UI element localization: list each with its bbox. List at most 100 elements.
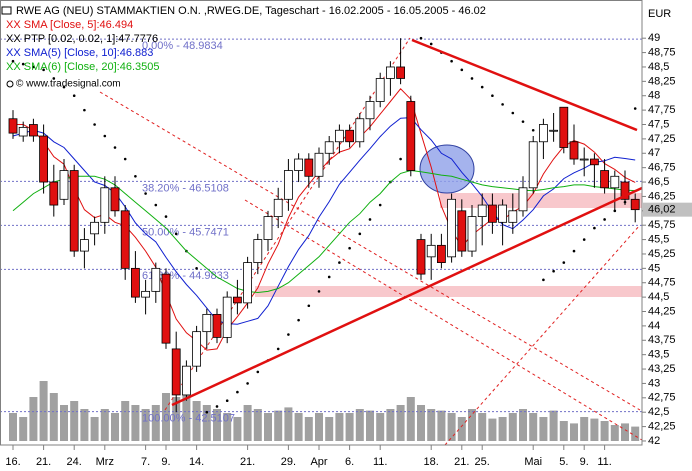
- sar-dot: [378, 203, 382, 207]
- candle-body: [294, 158, 304, 171]
- sar-dot: [511, 111, 515, 115]
- y-tick-label: 45,75: [648, 219, 676, 231]
- volume-layer: [9, 377, 640, 441]
- copyright-icon: [6, 80, 14, 88]
- candle-body: [365, 101, 375, 120]
- candle-body: [396, 66, 406, 79]
- volume-bar: [131, 405, 140, 441]
- x-tick-label: 24.: [67, 456, 82, 468]
- volume-bar: [559, 421, 568, 441]
- candle-body: [232, 296, 242, 304]
- candle-body: [263, 216, 273, 240]
- candle-body: [171, 348, 181, 396]
- candle-body: [8, 118, 18, 134]
- currency-label: EUR: [648, 8, 671, 20]
- candle-body: [18, 126, 28, 137]
- sar-dot: [358, 232, 362, 236]
- volume-bar: [60, 405, 68, 441]
- plot-frame: [0, 0, 643, 446]
- candle-body: [549, 129, 558, 132]
- volume-bar: [111, 413, 119, 441]
- sar-dot: [307, 304, 311, 308]
- volume-bar: [274, 410, 283, 441]
- volume-bar: [478, 413, 487, 441]
- volume-bar: [243, 405, 252, 441]
- volume-bar: [417, 405, 425, 441]
- volume-bar: [29, 397, 38, 441]
- volume-bar: [386, 409, 395, 441]
- x-tick-label: 21.: [240, 456, 255, 468]
- x-tick-label: Apr: [310, 456, 327, 468]
- sar-dot: [21, 62, 25, 66]
- volume-bar: [264, 413, 272, 441]
- volume-bar: [19, 417, 28, 441]
- indicator-line: [12, 169, 636, 294]
- sar-dot: [552, 269, 555, 273]
- sar-dot: [542, 278, 545, 282]
- candle-body: [324, 141, 334, 154]
- volume-bar: [253, 409, 262, 441]
- volume-bar: [39, 381, 48, 441]
- sar-dot: [205, 410, 209, 414]
- sar-dot: [501, 103, 504, 106]
- x-tick-label: Mrz: [96, 456, 114, 468]
- volume-bar: [610, 425, 619, 441]
- y-tick-label: 47,75: [648, 104, 676, 116]
- sar-dot: [633, 107, 637, 110]
- volume-bar: [49, 393, 58, 441]
- candle-body: [436, 244, 446, 263]
- volume-bar: [376, 413, 385, 441]
- candle-body: [539, 124, 548, 143]
- legend-entry: XX SMA(5) [Close, 10]:46.883: [6, 47, 153, 59]
- sar-dot: [62, 85, 66, 89]
- candle-body: [273, 198, 283, 217]
- y-tick-label: 43: [648, 377, 660, 389]
- candle-body: [110, 187, 120, 212]
- x-tick-label: 11.: [373, 456, 387, 468]
- sar-dot: [103, 134, 107, 138]
- x-tick-label: 7.: [141, 456, 150, 468]
- candle-body: [243, 262, 253, 304]
- candle-body: [161, 273, 171, 344]
- volume-bar: [519, 409, 527, 441]
- fib-label: 0.00% - 48.9834: [142, 40, 223, 52]
- volume-bar: [9, 413, 17, 441]
- sar-dot: [144, 192, 147, 195]
- volume-bar: [570, 423, 578, 441]
- x-tick-label: 9.: [161, 456, 170, 468]
- volume-bar: [284, 407, 293, 441]
- trendlines: [171, 38, 643, 407]
- x-tick-label: 11.: [597, 456, 611, 468]
- sar-dot: [582, 238, 586, 241]
- y-tick-label: 45,25: [648, 248, 676, 260]
- sar-dot: [52, 77, 56, 80]
- trend-dashed: [99, 91, 641, 411]
- candle-body: [49, 181, 59, 206]
- y-tick-label: 46,5: [648, 176, 669, 188]
- volume-bar: [468, 409, 476, 441]
- volume-bar: [325, 417, 334, 441]
- sar-dot: [174, 232, 178, 236]
- candle-body: [508, 210, 518, 223]
- sar-dot: [276, 347, 280, 351]
- volume-bar: [162, 393, 170, 441]
- candle-body: [477, 204, 487, 217]
- candle-body: [90, 221, 99, 235]
- indicator-line: [13, 88, 636, 351]
- candle-body: [100, 187, 110, 223]
- y-tick-label: 45,5: [648, 233, 669, 245]
- y-tick-label: 44: [648, 320, 660, 332]
- y-tick-label: 42,5: [648, 406, 669, 418]
- volume-bar: [406, 397, 415, 441]
- candle-body: [130, 267, 140, 298]
- y-tick-label: 44,5: [648, 291, 669, 303]
- sar-dot: [123, 157, 127, 161]
- chart-title: RWE AG (NEU) STAMMAKTIEN O.N. ,RWEG.DE, …: [16, 5, 486, 17]
- candle-body: [253, 239, 263, 263]
- volume-bar: [590, 418, 599, 441]
- y-tick-label: 42,25: [648, 420, 676, 432]
- x-tick-label: 14.: [189, 456, 204, 468]
- candle-body: [528, 141, 538, 189]
- volume-bar: [335, 413, 344, 441]
- sar-dot: [93, 123, 96, 126]
